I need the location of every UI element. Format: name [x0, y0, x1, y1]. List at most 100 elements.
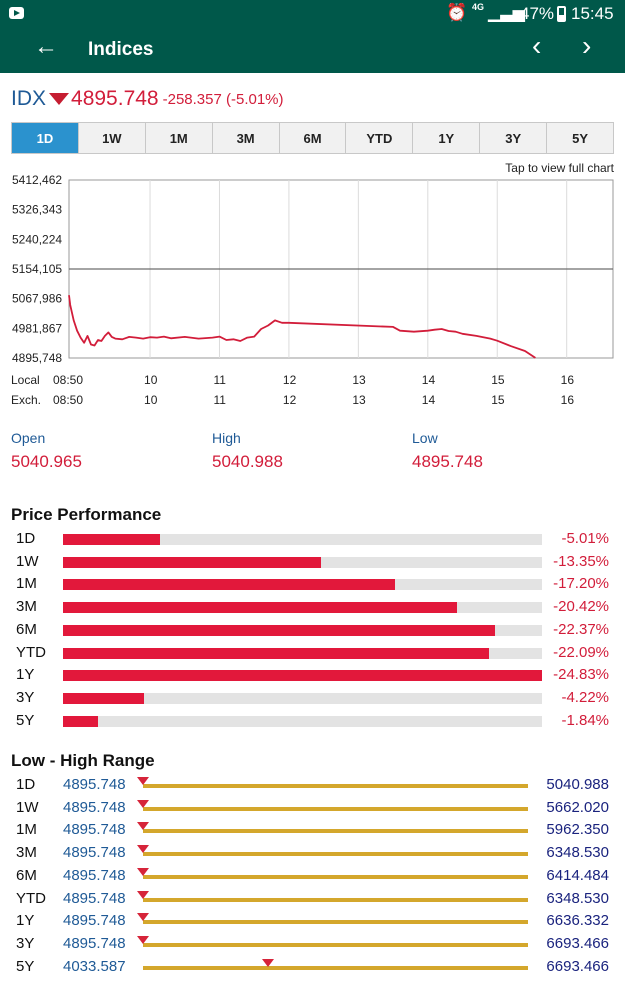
tab-1d[interactable]: 1D — [12, 123, 79, 153]
range-period: 1D — [16, 776, 36, 793]
battery-percent: 47% — [520, 4, 555, 23]
y-tick-label: 5412,462 — [12, 173, 62, 187]
tab-ytd[interactable]: YTD — [346, 123, 414, 153]
tab-6m[interactable]: 6M — [280, 123, 347, 153]
performance-percent: -22.37% — [553, 620, 609, 638]
performance-percent: -17.20% — [553, 575, 609, 593]
y-tick-label: 4981,867 — [12, 321, 62, 335]
range-bar — [137, 913, 528, 925]
y-tick-label: 5154,105 — [12, 262, 62, 276]
range-bar — [137, 890, 528, 902]
range-low: 4895.748 — [63, 889, 126, 907]
range-bar — [137, 845, 528, 857]
range-low: 4033.587 — [63, 957, 126, 975]
x-tick-label: 11 — [213, 373, 226, 387]
performance-percent: -22.09% — [553, 643, 609, 661]
page-title: Indices — [88, 39, 154, 60]
range-row: YTD 4895.748 6348.530 — [0, 887, 625, 909]
tab-5y[interactable]: 5Y — [572, 130, 589, 146]
performance-percent: -5.01% — [561, 530, 609, 547]
range-row: 1M 4895.748 5962.350 — [0, 818, 625, 840]
price-performance-title: Price Performance — [11, 505, 162, 524]
current-price-marker — [137, 935, 149, 944]
range-high: 5040.988 — [546, 776, 609, 793]
intraday-chart[interactable]: 5412,462 5326,343 5240,224 5154,105 5067,986… — [0, 170, 625, 410]
performance-bar — [63, 647, 490, 659]
performance-period: 1M — [16, 575, 37, 593]
performance-period: 3Y — [16, 688, 35, 706]
x-tick-label: 08:50 — [53, 373, 83, 387]
range-high: 6693.466 — [546, 957, 609, 975]
tab-3m[interactable]: 3M — [213, 123, 280, 153]
arrow-left-icon[interactable]: ← — [34, 33, 58, 60]
performance-period: 1W — [16, 552, 39, 570]
performance-track — [63, 647, 542, 659]
high-value: 5040.988 — [212, 452, 283, 471]
x-tick-label: 10 — [144, 393, 158, 407]
x-tick-label: 13 — [352, 393, 366, 407]
index-price: 4895.748 — [71, 87, 159, 110]
x-tick-label: 12 — [283, 373, 297, 387]
performance-percent: -4.22% — [561, 688, 609, 706]
range-period: 1W — [16, 798, 39, 816]
range-low: 4895.748 — [63, 912, 126, 930]
tab-1m[interactable]: 1M — [146, 123, 213, 153]
performance-row: 1D -5.01% — [0, 528, 625, 550]
range-row: 3M 4895.748 6348.530 — [0, 841, 625, 863]
range-low: 4895.748 — [63, 776, 126, 793]
app-bar: ← Indices ‹ › — [0, 27, 625, 73]
performance-period: 5Y — [16, 711, 35, 729]
range-high: 5662.020 — [546, 798, 609, 816]
high-label: High — [212, 430, 241, 446]
performance-row: YTD -22.09% — [0, 642, 625, 664]
range-bar — [143, 958, 528, 970]
range-period: 1M — [16, 821, 37, 839]
full-chart-link[interactable]: Tap to view full chart — [505, 161, 614, 175]
range-row: 6M 4895.748 6414.484 — [0, 864, 625, 886]
high-stat: High 5040.988 — [212, 430, 283, 472]
performance-percent: -1.84% — [561, 711, 609, 729]
range-high: 6348.530 — [546, 889, 609, 907]
chevron-right-icon[interactable]: › — [582, 30, 592, 61]
x-row-label: Exch. — [11, 393, 41, 407]
performance-track — [63, 715, 542, 727]
low-stat: Low 4895.748 — [412, 430, 483, 472]
x-tick-label: 13 — [352, 373, 366, 387]
tab-3y[interactable]: 3Y — [480, 123, 548, 153]
performance-row: 3M -20.42% — [0, 596, 625, 618]
triangle-down-icon — [49, 93, 70, 105]
tab-1y[interactable]: 1Y — [413, 123, 481, 153]
range-title: Low - High Range — [11, 751, 155, 770]
open-value: 5040.965 — [11, 452, 82, 471]
range-low: 4895.748 — [63, 866, 126, 884]
range-high: 5962.350 — [546, 821, 609, 839]
performance-percent: -24.83% — [553, 666, 609, 684]
range-low: 4895.748 — [63, 821, 126, 839]
range-row: 1W 4895.748 5662.020 — [0, 796, 625, 818]
x-tick-label: 08:50 — [53, 393, 83, 407]
performance-track — [63, 579, 542, 591]
open-label: Open — [11, 430, 46, 446]
range-row: 3Y 4895.748 6693.466 — [0, 932, 625, 954]
range-high: 6348.530 — [546, 844, 609, 862]
range-period: YTD — [16, 889, 46, 907]
range-low: 4895.748 — [63, 934, 126, 952]
x-tick-label: 10 — [144, 373, 158, 387]
low-label: Low — [412, 430, 438, 446]
performance-period: 1Y — [16, 666, 35, 684]
clock: 15:45 — [571, 4, 614, 23]
performance-row: 5Y -1.84% — [0, 710, 625, 732]
range-bar — [137, 777, 528, 788]
chevron-left-icon[interactable]: ‹ — [532, 30, 542, 61]
performance-period: 3M — [16, 598, 37, 616]
x-tick-label: 11 — [213, 393, 226, 407]
performance-track — [63, 670, 542, 682]
performance-track — [63, 692, 542, 704]
x-tick-label: 16 — [561, 393, 575, 407]
performance-row: 1Y -24.83% — [0, 664, 625, 686]
current-price-marker — [137, 777, 149, 785]
index-symbol: IDX — [11, 87, 47, 110]
tab-1w[interactable]: 1W — [79, 123, 146, 153]
current-price-marker — [137, 890, 149, 899]
range-bar — [137, 935, 528, 947]
